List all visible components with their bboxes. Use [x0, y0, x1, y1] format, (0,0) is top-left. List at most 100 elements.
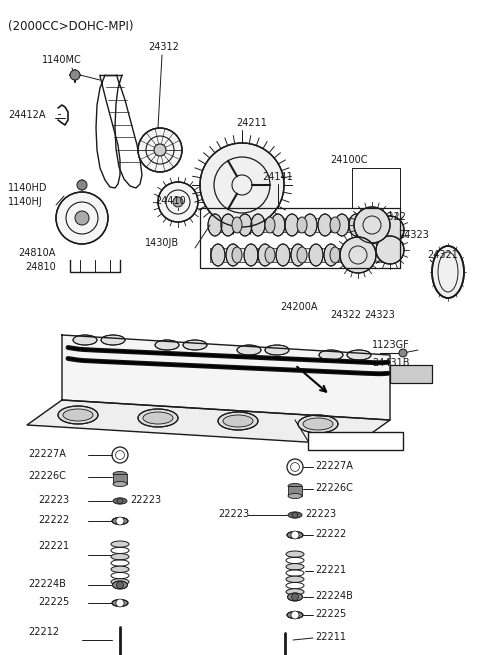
Text: 22224B: 22224B [28, 579, 66, 589]
Ellipse shape [226, 244, 240, 266]
Text: 22222: 22222 [315, 529, 346, 539]
Ellipse shape [330, 247, 340, 263]
Ellipse shape [112, 599, 128, 607]
Circle shape [291, 531, 299, 539]
Ellipse shape [265, 345, 289, 355]
Bar [390, 365, 432, 383]
Ellipse shape [287, 612, 303, 618]
Circle shape [154, 144, 166, 156]
Ellipse shape [113, 498, 127, 504]
Bar [210, 248, 390, 262]
Circle shape [116, 599, 124, 607]
Ellipse shape [73, 335, 97, 345]
Ellipse shape [208, 214, 222, 236]
Ellipse shape [303, 214, 317, 236]
Ellipse shape [113, 481, 127, 487]
Text: 1140MC: 1140MC [42, 55, 82, 65]
Text: 22222: 22222 [38, 515, 69, 525]
Text: 24412A: 24412A [8, 110, 46, 120]
Circle shape [138, 128, 182, 172]
Ellipse shape [223, 415, 253, 427]
Text: 24200A: 24200A [280, 302, 317, 312]
Ellipse shape [285, 214, 299, 236]
Text: 24322: 24322 [330, 310, 361, 320]
Circle shape [291, 593, 299, 601]
Text: 22227A: 22227A [28, 449, 66, 459]
Text: REF.20-221: REF.20-221 [312, 434, 377, 444]
Ellipse shape [244, 244, 258, 266]
Circle shape [291, 611, 299, 619]
Text: 24410: 24410 [155, 196, 186, 206]
Ellipse shape [218, 412, 258, 430]
Ellipse shape [432, 246, 464, 298]
Text: 24211: 24211 [236, 118, 267, 128]
Ellipse shape [286, 551, 304, 557]
Ellipse shape [347, 350, 371, 360]
Ellipse shape [265, 247, 275, 263]
Bar [288, 486, 302, 496]
Ellipse shape [232, 247, 242, 263]
Ellipse shape [288, 483, 302, 489]
Text: 22226C: 22226C [28, 471, 66, 481]
Ellipse shape [211, 244, 225, 266]
Ellipse shape [286, 589, 304, 595]
Text: 22226C: 22226C [315, 483, 353, 493]
Ellipse shape [265, 217, 275, 233]
Bar [308, 432, 403, 450]
Ellipse shape [276, 244, 290, 266]
Circle shape [117, 582, 123, 588]
Text: 24323: 24323 [364, 310, 395, 320]
Ellipse shape [221, 214, 235, 236]
Circle shape [340, 237, 376, 273]
Circle shape [70, 70, 80, 80]
Text: 22221: 22221 [315, 565, 346, 575]
Ellipse shape [288, 493, 302, 498]
Text: 1430JB: 1430JB [145, 238, 179, 248]
Ellipse shape [232, 217, 242, 233]
Text: 22225: 22225 [38, 597, 69, 607]
Ellipse shape [354, 244, 368, 266]
Text: 22221: 22221 [38, 541, 69, 551]
Text: 1140HD: 1140HD [8, 183, 48, 193]
Circle shape [77, 180, 87, 190]
Ellipse shape [237, 345, 261, 355]
Ellipse shape [287, 531, 303, 538]
Text: 24312: 24312 [148, 42, 179, 52]
Ellipse shape [112, 517, 128, 525]
Ellipse shape [111, 579, 129, 585]
Ellipse shape [183, 340, 207, 350]
Bar [210, 218, 390, 232]
Ellipse shape [58, 406, 98, 424]
Ellipse shape [143, 412, 173, 424]
Ellipse shape [271, 214, 285, 236]
Text: 22227A: 22227A [315, 461, 353, 471]
Circle shape [200, 143, 284, 227]
Ellipse shape [155, 340, 179, 350]
Bar [390, 365, 432, 383]
Text: 22212: 22212 [28, 627, 59, 637]
Ellipse shape [111, 541, 129, 548]
Text: 24100C: 24100C [330, 155, 368, 165]
Ellipse shape [113, 472, 127, 476]
Ellipse shape [286, 563, 304, 570]
Ellipse shape [319, 350, 343, 360]
Ellipse shape [286, 576, 304, 582]
Text: 1123GF: 1123GF [372, 340, 410, 350]
Ellipse shape [309, 244, 323, 266]
Ellipse shape [330, 217, 340, 233]
Text: 22223: 22223 [130, 495, 161, 505]
Ellipse shape [111, 566, 129, 572]
Ellipse shape [112, 581, 128, 589]
Text: 22223: 22223 [38, 495, 69, 505]
Circle shape [56, 192, 108, 244]
Ellipse shape [303, 418, 333, 430]
Ellipse shape [288, 593, 302, 601]
Ellipse shape [291, 244, 305, 266]
Circle shape [75, 211, 89, 225]
Text: 22223: 22223 [218, 509, 249, 519]
Text: 24323: 24323 [398, 230, 429, 240]
Text: 24810: 24810 [25, 262, 56, 272]
Ellipse shape [238, 214, 252, 236]
Circle shape [376, 216, 404, 244]
Circle shape [354, 207, 390, 243]
